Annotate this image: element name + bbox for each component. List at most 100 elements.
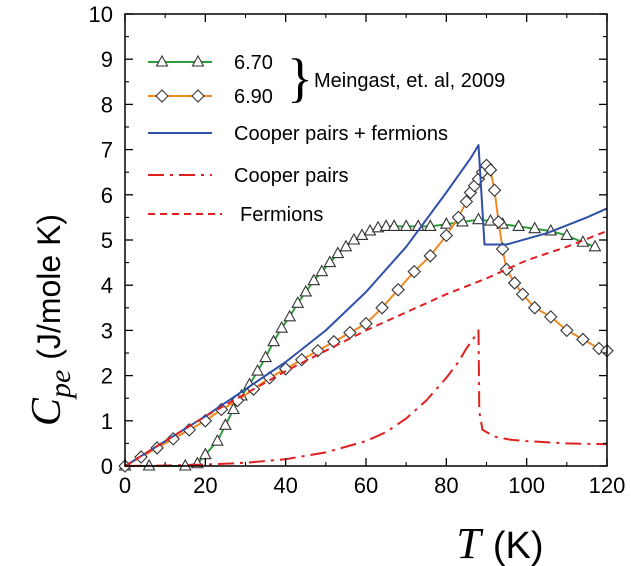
legend-item-1: 6.90 bbox=[148, 86, 273, 108]
y-tick-label: 10 bbox=[89, 2, 113, 27]
triangle-marker bbox=[251, 363, 264, 376]
diamond-marker bbox=[483, 163, 498, 177]
series-line bbox=[125, 218, 596, 467]
triangle-marker bbox=[399, 219, 413, 231]
x-tick-label: 100 bbox=[508, 473, 545, 498]
diamond-marker bbox=[459, 194, 474, 209]
y-tick-label: 0 bbox=[101, 454, 113, 479]
x-tick-label: 80 bbox=[434, 473, 458, 498]
y-tick-label: 3 bbox=[101, 318, 113, 343]
triangle-marker bbox=[259, 350, 273, 363]
series-line bbox=[124, 144, 608, 467]
triangle-marker bbox=[363, 223, 377, 236]
diamond-marker bbox=[343, 325, 357, 340]
triangle-marker bbox=[299, 284, 313, 297]
series-2 bbox=[124, 144, 608, 467]
diamond-marker bbox=[507, 276, 522, 290]
y-tick-label: 9 bbox=[101, 47, 113, 72]
diamond-marker bbox=[527, 301, 542, 315]
y-tick-label: 7 bbox=[101, 138, 113, 163]
legend-item-4: Fermions bbox=[148, 204, 323, 226]
triangle-marker bbox=[472, 212, 485, 225]
triangle-marker bbox=[331, 246, 345, 259]
diamond-marker bbox=[543, 310, 558, 324]
triangle-marker bbox=[528, 221, 542, 234]
diamond-marker bbox=[375, 301, 389, 315]
x-tick-label: 120 bbox=[589, 473, 626, 498]
diamond-marker bbox=[407, 264, 421, 279]
diamond-marker bbox=[487, 183, 502, 198]
diamond-marker bbox=[423, 249, 438, 263]
series-line bbox=[124, 230, 608, 467]
y-axis-unit: (J/mole K) bbox=[31, 214, 67, 360]
triangle-marker bbox=[210, 433, 224, 446]
legend-label: Cooper pairs + fermions bbox=[234, 123, 448, 145]
triangle-marker bbox=[379, 219, 393, 231]
legend-triangle-marker bbox=[191, 54, 205, 67]
x-tick-label: 0 bbox=[119, 473, 131, 498]
triangle-marker bbox=[423, 219, 437, 231]
diamond-marker bbox=[391, 282, 405, 297]
legend-item-0: 6.70 bbox=[148, 52, 273, 74]
diamond-marker bbox=[560, 323, 574, 338]
y-tick-label: 5 bbox=[101, 228, 113, 253]
legend-label: 6.90 bbox=[234, 86, 273, 108]
y-tick-label: 1 bbox=[101, 409, 113, 434]
y-axis-subscript: pe bbox=[44, 370, 77, 400]
triangle-marker bbox=[560, 228, 574, 241]
legend-item-3: Cooper pairs bbox=[148, 165, 349, 187]
legend: 6.70 6.90 Cooper pairs + fermions Cooper pa… bbox=[148, 48, 505, 226]
triangle-marker bbox=[315, 264, 329, 277]
x-axis-unit: (K) bbox=[493, 525, 544, 566]
diamond-marker bbox=[515, 287, 530, 302]
triangle-marker bbox=[267, 334, 281, 347]
triangle-marker bbox=[512, 219, 526, 231]
series-layer bbox=[118, 144, 614, 473]
legend-brace: } bbox=[287, 48, 313, 108]
ticks-layer: 0 20 40 60 80 100 120 0 1 2 3 4 5 6 7 8 9 10 bbox=[89, 2, 626, 498]
legend-citation: Meingast, et. al, 2009 bbox=[314, 70, 505, 92]
x-tick-label: 40 bbox=[273, 473, 297, 498]
series-line bbox=[124, 329, 608, 467]
diamond-marker bbox=[576, 332, 590, 347]
triangle-marker bbox=[291, 296, 305, 308]
y-tick-label: 2 bbox=[101, 364, 113, 389]
triangle-marker bbox=[339, 239, 353, 252]
triangle-marker bbox=[323, 255, 337, 268]
diamond-marker bbox=[311, 343, 325, 358]
legend-label: Cooper pairs bbox=[234, 165, 349, 187]
legend-label: Fermions bbox=[240, 204, 323, 226]
legend-diamond-marker bbox=[191, 89, 205, 103]
diamond-marker bbox=[491, 215, 506, 229]
series-3 bbox=[124, 329, 608, 467]
y-tick-label: 6 bbox=[101, 183, 113, 208]
series-1 bbox=[118, 158, 614, 473]
legend-triangle-marker bbox=[155, 54, 169, 67]
diamond-marker bbox=[166, 432, 180, 446]
diamond-marker bbox=[499, 262, 514, 277]
diamond-marker bbox=[451, 210, 466, 225]
triangle-marker bbox=[218, 418, 232, 430]
diamond-marker bbox=[495, 242, 510, 256]
legend-diamond-marker bbox=[155, 89, 169, 103]
legend-item-2: Cooper pairs + fermions bbox=[148, 123, 448, 145]
triangle-marker bbox=[588, 239, 602, 252]
x-tick-label: 20 bbox=[193, 473, 217, 498]
triangle-marker bbox=[439, 217, 453, 229]
y-tick-label: 4 bbox=[101, 273, 113, 298]
y-axis-symbol: C bbox=[24, 397, 70, 426]
y-axis-label: Cpe (J/mole K) bbox=[24, 214, 77, 426]
x-axis-symbol: T bbox=[456, 519, 484, 566]
diamond-marker bbox=[439, 228, 454, 243]
x-tick-label: 60 bbox=[354, 473, 378, 498]
diamond-marker bbox=[294, 353, 309, 367]
triangle-marker bbox=[275, 320, 289, 333]
triangle-marker bbox=[387, 219, 401, 231]
triangle-marker bbox=[307, 273, 321, 286]
y-tick-label: 8 bbox=[101, 92, 113, 117]
series-4 bbox=[124, 230, 608, 467]
x-axis-label: T (K) bbox=[456, 519, 543, 566]
legend-label: 6.70 bbox=[234, 52, 273, 74]
triangle-marker bbox=[283, 309, 297, 322]
